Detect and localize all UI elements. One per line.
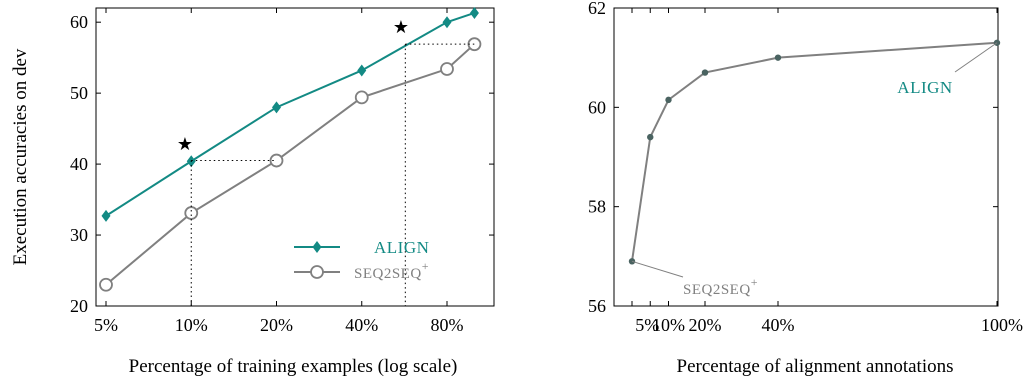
seq2seq-leader-line — [631, 260, 684, 278]
left-plot-frame — [95, 7, 495, 307]
right-y-tick-label: 62 — [588, 0, 606, 18]
left-y-tick-label: 20 — [70, 296, 88, 316]
left-x-tick-label: 20% — [260, 315, 293, 335]
right-x-axis-label: Percentage of alignment annotations — [677, 356, 954, 377]
left-y-tick-label: 30 — [70, 225, 88, 245]
left-y-tick-label: 60 — [70, 12, 88, 32]
right-x-tick-label: 20% — [689, 315, 722, 335]
seq2seq-point — [269, 153, 284, 168]
seq2seq-point — [99, 277, 113, 292]
align-leader-line — [954, 42, 998, 73]
align-point — [272, 101, 281, 114]
seq2seq-point-label: SEQ2SEQ+ — [683, 275, 758, 298]
right-x-tick-label: 100% — [981, 315, 1023, 335]
seq2seq-point — [184, 206, 199, 220]
seq2seq-point — [440, 62, 454, 76]
right-x-tick-label: 5% — [635, 315, 659, 335]
align-point — [101, 209, 111, 222]
alignment-series-line — [631, 41, 998, 262]
right-x-tick-label: 40% — [762, 315, 795, 335]
legend-align-marker — [312, 241, 322, 253]
align-point-label: ALIGN — [897, 78, 952, 97]
left-x-tick-label: 40% — [345, 315, 378, 335]
align-point — [442, 16, 452, 29]
legend-align-label: ALIGN — [374, 238, 429, 257]
left-y-axis-label: Execution accuracies on dev — [10, 48, 31, 265]
right-panel: 56 58 60 62 5%10% 20% 40% 100% ALIGN SEQ2SEQ+ P… — [588, 0, 1023, 377]
alignment-point — [665, 96, 672, 104]
right-y-tick-label: 56 — [588, 296, 606, 316]
seq2seq-point — [354, 90, 369, 105]
significance-star: ★ — [393, 17, 409, 37]
legend-seq-label: SEQ2SEQ+ — [354, 259, 429, 282]
left-x-axis-label: Percentage of training examples (log sca… — [129, 356, 458, 377]
right-plot-frame — [613, 7, 999, 307]
align-point — [469, 6, 479, 19]
significance-star: ★ — [177, 134, 193, 154]
alignment-point — [774, 54, 782, 61]
align-series-line — [105, 12, 475, 217]
left-x-tick-label: 5% — [94, 315, 118, 335]
alignment-point — [701, 69, 709, 76]
left-panel: 20 30 40 50 60 5% 10% 20% 40% 80% ★ ★ Execution a… — [10, 6, 495, 377]
right-y-tick-label: 60 — [588, 97, 606, 117]
left-legend: ALIGN SEQ2SEQ+ — [294, 238, 429, 282]
left-y-tick-label: 50 — [70, 83, 88, 103]
left-y-tick-label: 40 — [70, 154, 88, 174]
left-x-tick-label: 10% — [175, 315, 208, 335]
left-x-tick-label: 80% — [431, 315, 464, 335]
right-y-tick-label: 58 — [588, 197, 606, 217]
align-point — [357, 64, 367, 77]
legend-seq-marker — [310, 265, 324, 279]
alignment-point — [647, 133, 654, 141]
right-x-tick-label: 10% — [652, 315, 685, 335]
